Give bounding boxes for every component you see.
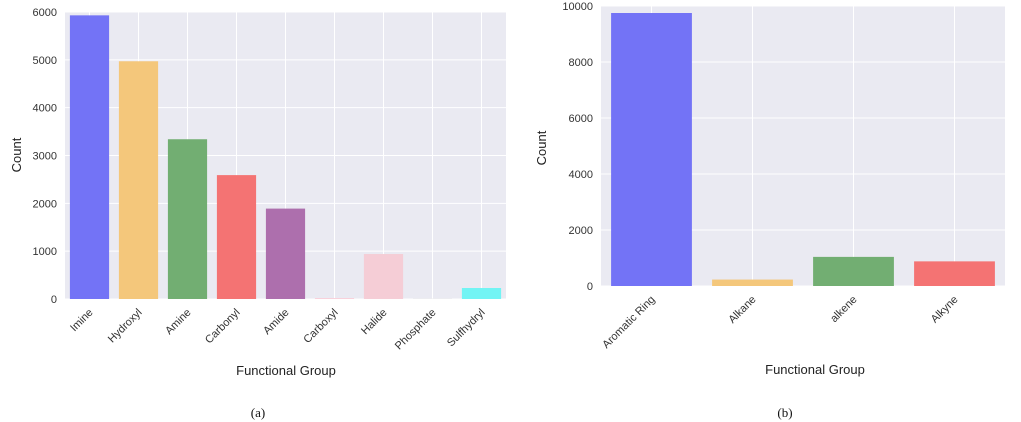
bar-hydroxyl (118, 61, 159, 299)
x-tick-label: Phosphate (393, 307, 439, 353)
chart-b: 0 2000 4000 6000 8000 10000 Aromatic Ring Alka… (534, 1, 1005, 420)
x-tick-label: Carboxyl (301, 307, 340, 346)
x-tick-labels-a: Imine Hydroxyl Amine Carbonyl Amide Carboxyl H… (68, 307, 488, 353)
y-tick-label: 0 (587, 281, 593, 293)
caption-b: (b) (777, 405, 792, 420)
y-axis-label-a: Count (9, 137, 24, 172)
y-tick-label: 3000 (33, 151, 57, 163)
bar-imine (69, 15, 110, 300)
bar-carboxyl (314, 298, 355, 299)
y-tick-label: 2000 (33, 198, 57, 210)
x-tick-label: Amide (261, 307, 292, 338)
x-tick-label: Halide (359, 307, 390, 338)
y-tick-labels-b: 0 2000 4000 6000 8000 10000 (562, 1, 593, 293)
bar-carbonyl (216, 175, 257, 299)
bar-sulfhydryl (461, 287, 502, 299)
y-tick-label: 2000 (569, 225, 593, 237)
bar-alkyne (914, 261, 995, 286)
y-tick-label: 0 (51, 294, 57, 306)
bars-a (69, 15, 502, 300)
y-tick-label: 4000 (33, 103, 57, 115)
x-tick-label: Alkyne (929, 294, 961, 326)
x-tick-label: Amine (163, 307, 194, 338)
y-tick-label: 6000 (33, 7, 57, 19)
x-tick-label: alkene (828, 294, 859, 325)
y-tick-label: 5000 (33, 55, 57, 67)
y-tick-labels-a: 0 1000 2000 3000 4000 5000 6000 (33, 7, 57, 306)
bar-aromatic-ring (611, 13, 692, 286)
chart-a: 0 1000 2000 3000 4000 5000 6000 Imine Hydroxyl A… (9, 7, 506, 420)
x-tick-label: Imine (68, 307, 96, 335)
y-axis-label-b: Count (534, 130, 549, 165)
x-axis-label-b: Functional Group (765, 362, 865, 377)
y-tick-label: 1000 (33, 246, 57, 258)
x-axis-label-a: Functional Group (236, 363, 336, 378)
bar-amide (265, 208, 306, 299)
bars-b (611, 13, 995, 286)
bar-alkane (712, 279, 793, 286)
x-tick-label: Hydroxyl (106, 307, 145, 346)
bar-amine (167, 139, 208, 299)
x-tick-label: Alkane (726, 294, 758, 326)
x-tick-label: Sulfhydryl (445, 307, 488, 350)
y-tick-label: 8000 (569, 57, 593, 69)
x-tick-label: Carbonyl (203, 307, 243, 347)
y-tick-label: 10000 (562, 1, 593, 13)
bar-alkene (813, 256, 894, 286)
x-tick-label: Aromatic Ring (600, 294, 657, 351)
y-tick-label: 4000 (569, 169, 593, 181)
caption-a: (a) (251, 405, 265, 420)
y-tick-label: 6000 (569, 113, 593, 125)
x-tick-labels-b: Aromatic Ring Alkane alkene Alkyne (600, 294, 960, 351)
bar-halide (363, 254, 404, 299)
